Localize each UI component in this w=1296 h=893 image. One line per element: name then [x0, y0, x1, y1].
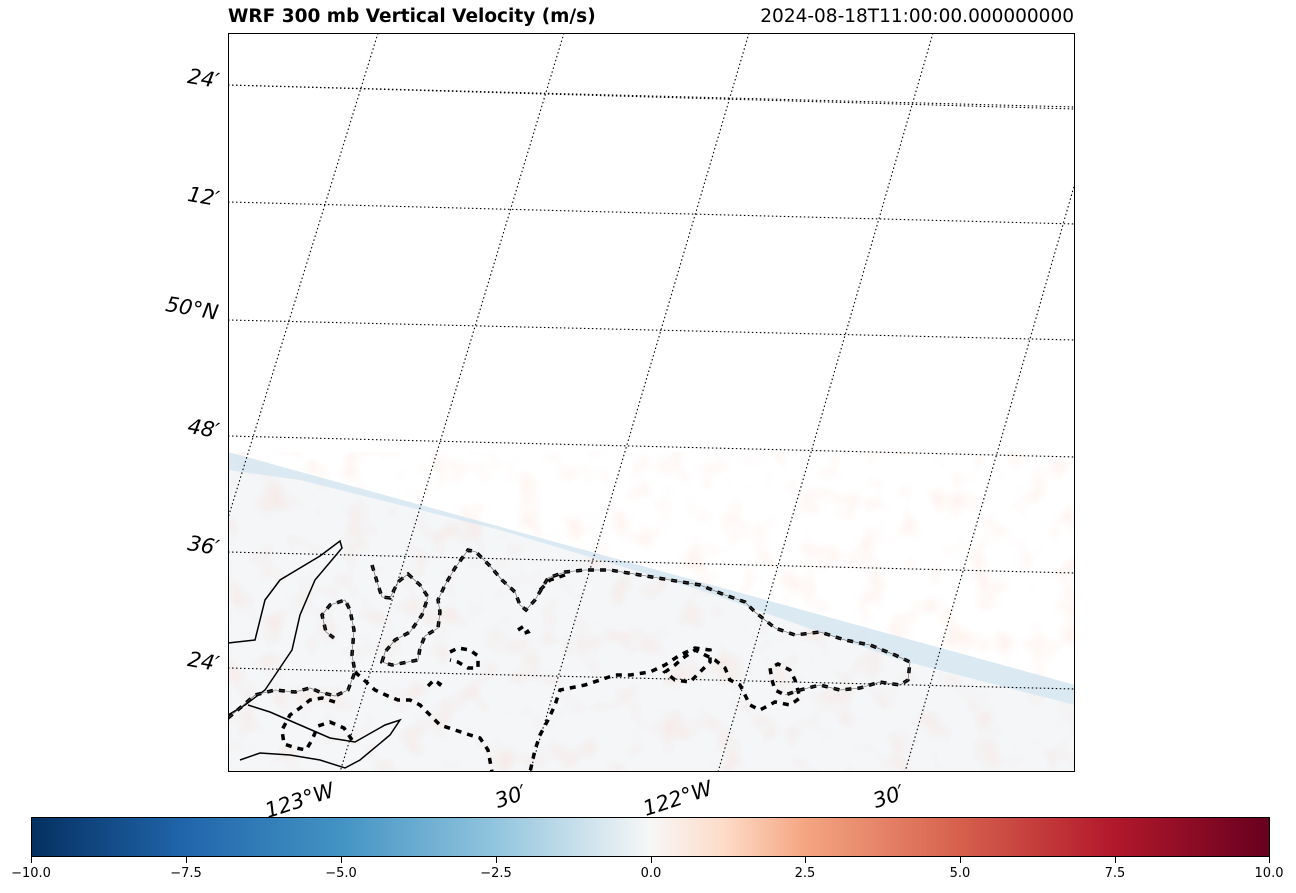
coastline: [228, 539, 343, 716]
colorbar-tick: [1115, 857, 1116, 863]
colorbar-tick-label: 7.5: [1104, 866, 1126, 881]
map-title: WRF 300 mb Vertical Velocity (m/s): [228, 6, 596, 27]
velocity-field-warm-noise: [228, 452, 1075, 772]
colorbar-tick: [186, 857, 187, 863]
colorbar-tick: [960, 857, 961, 863]
colorbar-tick-label: 0.0: [640, 866, 662, 881]
colorbar-tick-label: −2.5: [480, 866, 512, 881]
colorbar-tick-label: 5.0: [949, 866, 971, 881]
lat-label: 24′: [185, 647, 222, 677]
colorbar-tick-label: −7.5: [170, 866, 202, 881]
velocity-contours-thin: [228, 549, 911, 719]
colorbar-tick: [1269, 857, 1270, 863]
colorbar-tick-label: 2.5: [794, 866, 816, 881]
colorbar-tick-label: 10.0: [1254, 866, 1284, 881]
coastline: [239, 704, 402, 769]
colorbar-tick: [496, 857, 497, 863]
lat-label: 12′: [185, 182, 222, 212]
velocity-field-downdraft-band: [228, 452, 1075, 705]
map-frame: [228, 33, 1075, 772]
colorbar-tick: [341, 857, 342, 863]
latitude-gridlines-tilted: [228, 84, 1075, 110]
colorbar-tick: [805, 857, 806, 863]
colorbar-tick-label: −5.0: [325, 866, 357, 881]
longitude-gridlines: [228, 33, 1075, 772]
colorbar-tick-label: −10.0: [11, 866, 51, 881]
colorbar-tick: [651, 857, 652, 863]
lat-label: 48′: [185, 414, 222, 444]
lat-label: 24′: [185, 64, 222, 94]
valid-time-label: 2024-08-18T11:00:00.000000000: [760, 6, 1074, 27]
lat-label: 36′: [185, 531, 222, 561]
colorbar-tick: [31, 857, 32, 863]
colorbar: [31, 817, 1270, 857]
